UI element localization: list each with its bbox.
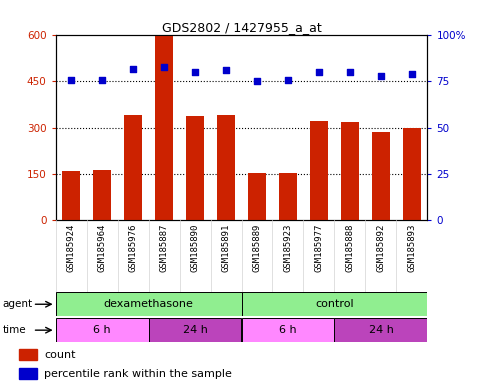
Bar	[62, 171, 80, 220]
Bar	[186, 116, 204, 220]
Point	[346, 69, 354, 75]
Text: GSM185890: GSM185890	[190, 224, 199, 272]
Point	[222, 67, 230, 73]
Bar	[93, 170, 112, 220]
Bar	[19, 349, 38, 360]
Bar	[19, 368, 38, 379]
Bar	[56, 292, 242, 316]
Text: GSM185892: GSM185892	[376, 224, 385, 272]
Text: GSM185887: GSM185887	[159, 224, 169, 272]
Bar	[56, 318, 149, 342]
Bar	[155, 35, 173, 220]
Text: dexamethasone: dexamethasone	[103, 299, 194, 309]
Point	[315, 69, 323, 75]
Text: agent: agent	[2, 299, 32, 309]
Text: count: count	[44, 350, 76, 360]
Bar	[242, 292, 427, 316]
Bar	[279, 173, 297, 220]
Text: percentile rank within the sample: percentile rank within the sample	[44, 369, 232, 379]
Point	[98, 76, 106, 83]
Text: 24 h: 24 h	[369, 325, 394, 335]
Text: 6 h: 6 h	[93, 325, 111, 335]
Text: GSM185924: GSM185924	[67, 224, 75, 272]
Text: control: control	[315, 299, 354, 309]
Bar	[334, 318, 427, 342]
Point	[377, 73, 385, 79]
Point	[160, 64, 168, 70]
Bar	[242, 318, 334, 342]
Point	[253, 78, 261, 84]
Bar	[341, 122, 359, 220]
Text: GSM185977: GSM185977	[314, 224, 324, 272]
Text: GSM185976: GSM185976	[128, 224, 138, 272]
Text: time: time	[2, 325, 26, 335]
Bar	[310, 121, 328, 220]
Bar	[403, 128, 421, 220]
Bar	[217, 116, 235, 220]
Bar	[149, 318, 242, 342]
Point	[191, 69, 199, 75]
Point	[129, 65, 137, 71]
Bar	[248, 173, 266, 220]
Title: GDS2802 / 1427955_a_at: GDS2802 / 1427955_a_at	[162, 21, 321, 34]
Text: GSM185964: GSM185964	[98, 224, 107, 272]
Text: 24 h: 24 h	[183, 325, 208, 335]
Text: 6 h: 6 h	[279, 325, 297, 335]
Point	[284, 76, 292, 83]
Bar	[372, 132, 390, 220]
Point	[408, 71, 416, 77]
Text: GSM185893: GSM185893	[408, 224, 416, 272]
Text: GSM185891: GSM185891	[222, 224, 230, 272]
Text: GSM185923: GSM185923	[284, 224, 293, 272]
Text: GSM185888: GSM185888	[345, 224, 355, 272]
Text: GSM185889: GSM185889	[253, 224, 261, 272]
Point	[67, 76, 75, 83]
Bar	[124, 116, 142, 220]
